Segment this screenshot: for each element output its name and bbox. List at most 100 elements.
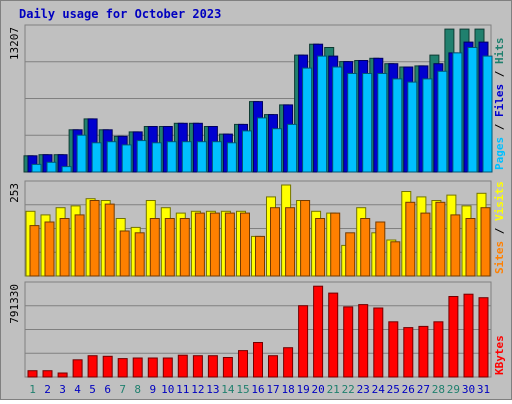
panel-sites_visits: 253 Sites / Visits xyxy=(8,180,506,277)
bar-pages-day-4 xyxy=(76,134,87,173)
series-axis-label-part: / xyxy=(493,221,506,241)
x-tick-label: 3 xyxy=(59,383,66,396)
bar-sites-day-17 xyxy=(270,207,280,277)
x-tick-label: 8 xyxy=(134,383,141,396)
bar-pages-day-29 xyxy=(452,52,463,173)
x-tick-label: 4 xyxy=(74,383,81,396)
series-axis-label-part: Sites xyxy=(493,241,506,274)
bar-sites-day-2 xyxy=(44,221,55,277)
bar-kbytes-day-2 xyxy=(42,370,53,378)
bar-kbytes-day-5 xyxy=(87,355,98,378)
bar-kbytes-day-28 xyxy=(433,321,444,378)
series-axis-label-part: Visits xyxy=(493,181,506,221)
bar-pages-day-3 xyxy=(61,166,72,173)
bar-kbytes-day-1 xyxy=(27,370,38,378)
x-tick-label: 19 xyxy=(296,383,309,396)
x-tick-label: 17 xyxy=(266,383,279,396)
bar-kbytes-day-16 xyxy=(253,342,263,378)
x-tick-label: 11 xyxy=(176,383,189,396)
x-tick-label: 27 xyxy=(417,383,430,396)
bar-kbytes-day-30 xyxy=(463,293,474,378)
bar-kbytes-day-7 xyxy=(117,358,128,378)
x-tick-label: 18 xyxy=(281,383,294,396)
bar-pages-day-7 xyxy=(121,144,132,173)
bar-pages-day-2 xyxy=(46,161,57,173)
bar-pages-day-6 xyxy=(106,141,117,173)
x-tick-label: 31 xyxy=(477,383,490,396)
bar-kbytes-day-22 xyxy=(343,306,354,378)
bar-sites-day-6 xyxy=(104,203,115,277)
bar-sites-day-22 xyxy=(345,232,356,277)
bar-sites-day-4 xyxy=(74,214,85,277)
bar-kbytes-day-20 xyxy=(313,285,324,378)
bar-kbytes-day-26 xyxy=(403,327,414,378)
bar-pages-day-30 xyxy=(467,47,478,173)
bar-sites-day-18 xyxy=(285,207,296,277)
bar-kbytes-day-19 xyxy=(298,305,309,378)
x-tick-label: 9 xyxy=(149,383,156,396)
x-tick-label: 16 xyxy=(251,383,264,396)
bar-sites-day-1 xyxy=(29,225,40,277)
series-axis-label-part: KBytes xyxy=(493,335,506,375)
bar-pages-day-21 xyxy=(332,66,343,173)
bar-kbytes-day-9 xyxy=(147,357,158,378)
x-axis-day-labels: 1 2 3 4 5 6 7 8 9 10 11 12 13 14 15 16 17 18 19 20 21 22 23 24 2… xyxy=(29,383,490,396)
bar-pages-day-26 xyxy=(407,81,418,173)
bar-sites-day-14 xyxy=(224,212,235,277)
x-tick-label: 15 xyxy=(236,383,249,396)
bar-sites-day-3 xyxy=(59,218,70,277)
bar-kbytes-day-3 xyxy=(57,372,68,378)
bar-kbytes-day-25 xyxy=(388,321,399,378)
x-tick-label: 26 xyxy=(402,383,415,396)
x-tick-label: 12 xyxy=(191,383,204,396)
bar-pages-day-22 xyxy=(347,73,358,173)
series-axis-label: Sites / Visits xyxy=(493,181,506,274)
x-tick-label: 1 xyxy=(29,383,36,396)
bar-kbytes-day-27 xyxy=(418,325,429,378)
bar-sites-day-10 xyxy=(164,218,175,277)
bar-kbytes-day-6 xyxy=(102,355,113,378)
x-tick-label: 25 xyxy=(387,383,400,396)
bar-pages-day-28 xyxy=(437,70,448,173)
bar-sites-day-28 xyxy=(435,201,446,277)
bar-sites-day-31 xyxy=(480,207,491,277)
bar-kbytes-day-10 xyxy=(162,357,173,378)
bar-sites-day-13 xyxy=(209,212,220,277)
bar-kbytes-day-14 xyxy=(222,357,233,378)
x-tick-label: 10 xyxy=(161,383,174,396)
bar-sites-day-24 xyxy=(375,221,386,277)
bar-kbytes-day-4 xyxy=(72,359,83,378)
bar-pages-day-25 xyxy=(392,78,403,173)
bar-sites-day-16 xyxy=(255,235,265,277)
x-tick-label: 29 xyxy=(447,383,460,396)
chart-title: Daily usage for October 2023 xyxy=(19,7,221,21)
bar-sites-day-12 xyxy=(194,212,205,277)
bar-sites-day-20 xyxy=(315,218,326,277)
x-tick-label: 30 xyxy=(462,383,475,396)
bar-kbytes-day-31 xyxy=(478,297,489,378)
bar-sites-day-30 xyxy=(465,218,476,277)
bar-sites-day-5 xyxy=(89,200,100,277)
bar-kbytes-day-23 xyxy=(358,304,369,378)
series-axis-label-part: Hits xyxy=(493,38,506,65)
series-axis-label-part: Files xyxy=(493,84,506,117)
bar-pages-day-11 xyxy=(181,141,192,173)
bar-sites-day-7 xyxy=(119,230,130,277)
bar-pages-day-27 xyxy=(422,78,433,173)
bar-pages-day-15 xyxy=(242,130,252,173)
bar-sites-day-23 xyxy=(360,218,371,277)
bar-kbytes-day-15 xyxy=(238,350,248,378)
x-tick-label: 7 xyxy=(119,383,126,396)
y-axis-max-label: 13207 xyxy=(8,27,21,60)
bar-pages-day-14 xyxy=(226,142,237,173)
bar-pages-day-18 xyxy=(287,123,298,173)
bar-sites-day-9 xyxy=(149,218,160,277)
bar-kbytes-day-18 xyxy=(283,347,294,378)
x-tick-label: 5 xyxy=(89,383,96,396)
bar-sites-day-29 xyxy=(450,214,461,277)
x-tick-label: 21 xyxy=(327,383,340,396)
bar-pages-day-19 xyxy=(302,67,313,173)
bar-sites-day-25 xyxy=(390,241,401,277)
chart-panels: 13207 Pages / Files / Hits 253 Sites / Visi… xyxy=(8,24,506,378)
